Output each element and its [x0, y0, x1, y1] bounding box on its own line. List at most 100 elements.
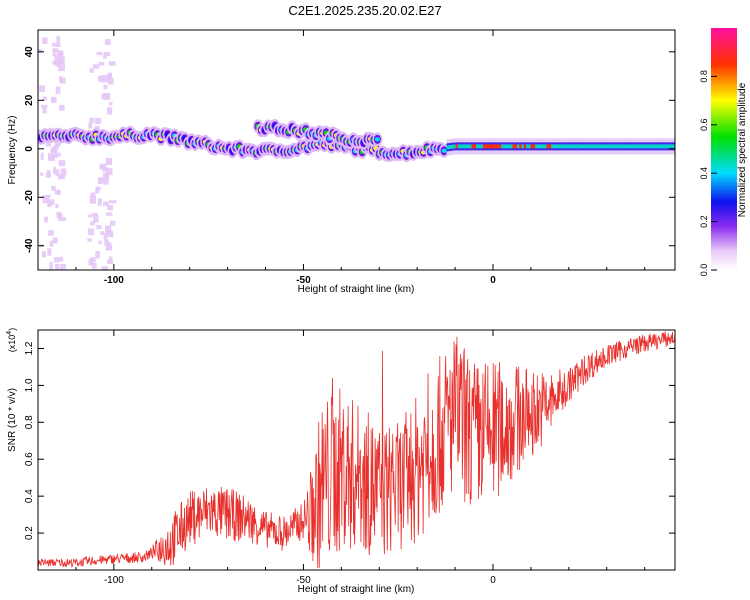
heat-core	[494, 144, 498, 149]
noise-blob	[55, 139, 61, 146]
noise-blob	[39, 85, 45, 92]
spectrogram-heat	[38, 36, 675, 270]
heat-core	[610, 144, 614, 149]
heat-core	[466, 144, 470, 149]
spectrogram-panel: -100 -50 0 -40 -20 0 20 40 Height of straight …	[7, 29, 676, 295]
noise-blob	[106, 74, 111, 81]
colorbar-tick-label: 0.6	[699, 119, 709, 132]
heat-core	[489, 144, 493, 149]
heat-core	[453, 144, 457, 149]
noise-blob	[108, 61, 116, 66]
heat-core	[580, 144, 584, 149]
heat-core	[626, 144, 630, 149]
noise-blob	[40, 152, 44, 161]
heat-core	[478, 144, 482, 149]
noise-blob	[52, 48, 56, 57]
heat-core	[532, 144, 536, 149]
heat-core	[633, 144, 637, 149]
noise-blob	[55, 169, 60, 176]
noise-blob	[47, 170, 51, 175]
spectrogram-y-label: Frequency (Hz)	[7, 116, 18, 185]
heat-core	[567, 144, 571, 149]
noise-blob	[103, 201, 109, 207]
y-tick-label: 1.2	[24, 341, 35, 355]
heat-core	[537, 144, 541, 149]
snr-y-multiplier-close: )	[7, 328, 17, 331]
heat-core	[555, 144, 559, 149]
heat-core	[612, 144, 616, 149]
heat-core	[578, 144, 582, 149]
heat-core	[553, 144, 557, 149]
noise-blob	[89, 68, 94, 73]
heat-core	[630, 144, 634, 149]
heat-core	[587, 144, 591, 149]
heat-core	[601, 144, 605, 149]
noise-blob	[54, 189, 61, 195]
snr-y-multiplier-exp: 4	[6, 331, 13, 335]
noise-blob	[88, 214, 93, 218]
heat-core	[521, 144, 525, 149]
noise-blob	[55, 43, 61, 47]
noise-blob	[103, 172, 110, 179]
heat-core	[603, 144, 607, 149]
noise-blob	[53, 166, 57, 174]
y-tick-label: -20	[24, 190, 35, 205]
noise-blob	[106, 230, 114, 238]
heat-core	[573, 144, 577, 149]
heat-core	[623, 144, 627, 149]
heat-core	[664, 144, 668, 149]
x-tick-label: -100	[104, 275, 124, 286]
noise-blob	[42, 37, 48, 44]
colorbar-tick-label: 0.0	[699, 264, 709, 277]
noise-blob	[101, 266, 108, 270]
noise-blob	[53, 257, 60, 263]
noise-blob	[109, 220, 116, 226]
noise-blob	[98, 240, 102, 245]
x-tick-label: -100	[104, 575, 124, 586]
noise-blob	[109, 256, 113, 261]
y-tick-label: 0.6	[24, 452, 35, 466]
heat-core	[557, 144, 561, 149]
heat-core	[507, 144, 511, 149]
noise-blob	[50, 148, 57, 154]
noise-blob	[95, 250, 100, 259]
noise-blob	[60, 168, 67, 176]
x-tick-label: -50	[296, 575, 311, 586]
noise-blob	[41, 251, 46, 258]
noise-blob	[59, 174, 66, 180]
noise-blob	[101, 93, 109, 100]
heat-core	[476, 144, 480, 149]
heat-core	[546, 144, 550, 149]
noise-blob	[49, 240, 54, 247]
y-tick-label: 1.0	[24, 378, 35, 392]
noise-blob	[88, 122, 93, 129]
heat-core	[446, 145, 450, 150]
heat-core	[608, 144, 612, 149]
heat-core	[503, 144, 507, 149]
heat-core	[637, 144, 641, 149]
heat-core	[528, 144, 532, 149]
noise-blob	[58, 174, 63, 180]
noise-blob	[54, 54, 58, 59]
heat-core	[614, 144, 618, 149]
noise-blob	[96, 224, 102, 230]
heat-core	[583, 144, 586, 149]
y-tick-label: 0.8	[24, 415, 35, 429]
heat-core	[487, 144, 491, 149]
snr-y-label: SNR (10 * v/v)	[7, 388, 18, 452]
heat-core	[485, 144, 489, 149]
noise-blob	[47, 201, 52, 208]
y-tick-label: 20	[24, 94, 35, 106]
noise-blob	[109, 200, 117, 204]
heat-core	[639, 144, 643, 149]
spectrogram-x-label: Height of straight line (km)	[298, 284, 415, 295]
y-tick-label: -40	[24, 238, 35, 253]
heat-core	[576, 144, 580, 149]
noise-blob	[92, 64, 100, 69]
noise-blob	[103, 52, 111, 57]
heat-core	[496, 144, 500, 149]
heat-core	[523, 144, 527, 149]
noise-blob	[47, 248, 52, 256]
heat-core	[671, 144, 675, 149]
